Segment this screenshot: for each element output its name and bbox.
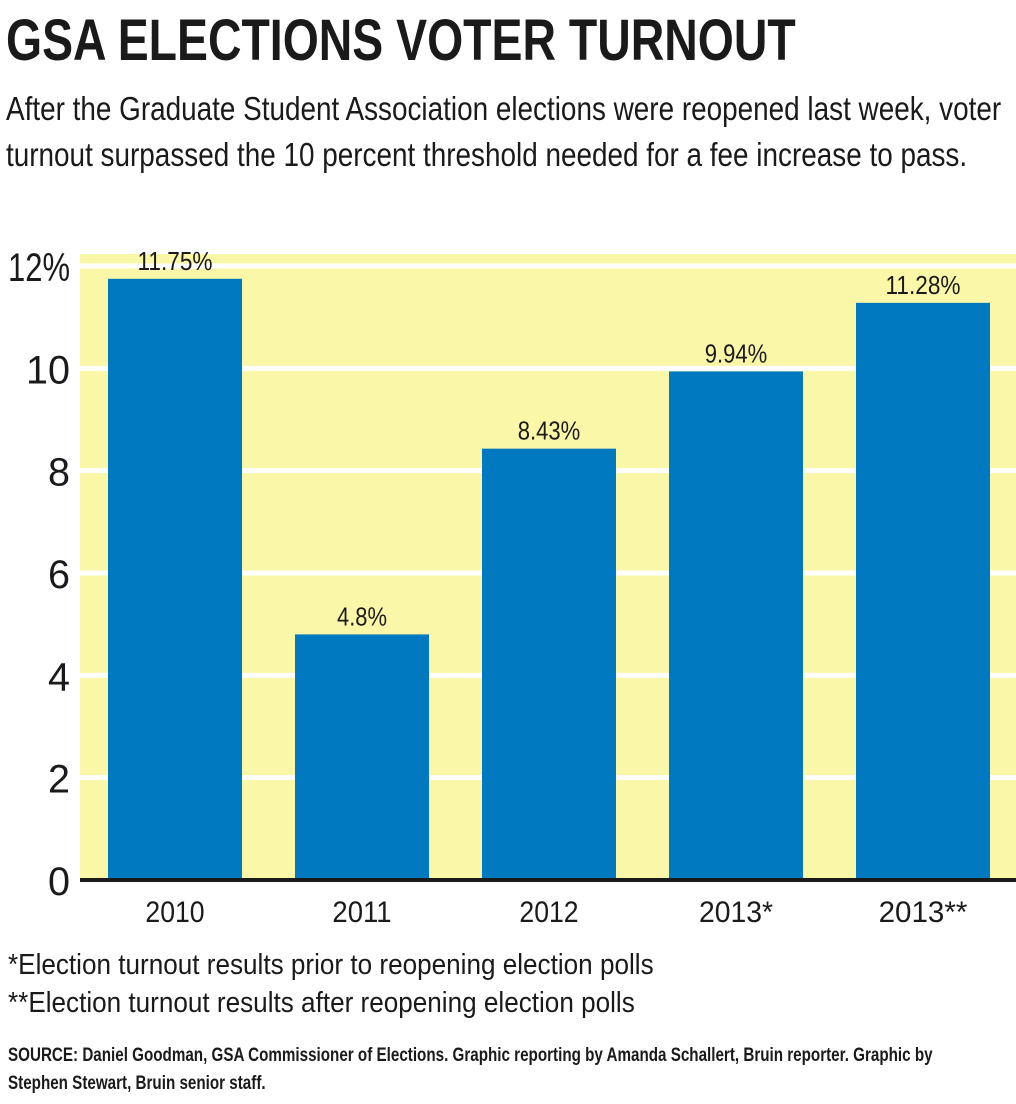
y-tick-label: 2 (48, 758, 70, 802)
bar (295, 634, 429, 880)
bar-chart: 0 2 4 6 8 10 12% 2010 2011 2012 2013* 2013** 11.75… (8, 246, 1016, 929)
bar (482, 448, 616, 880)
footnotes: *Election turnout results prior to reope… (8, 946, 725, 1022)
y-tick-label: 8 (48, 451, 70, 495)
y-axis-tick-labels: 0 2 4 6 8 10 12% (8, 246, 70, 904)
chart-title: GSA ELECTIONS VOTER TURNOUT (6, 8, 796, 73)
x-tick-label: 2010 (145, 896, 204, 929)
bar (856, 302, 990, 881)
data-label: 9.94% (705, 338, 768, 368)
bar (669, 371, 803, 880)
x-tick-label: 2013* (699, 896, 773, 929)
chart-subtitle: After the Graduate Student Association e… (6, 86, 1006, 178)
bar (108, 278, 242, 881)
data-label: 11.75% (138, 246, 213, 276)
footnote-after: **Election turnout results after reopeni… (8, 987, 635, 1019)
y-tick-label: 4 (48, 655, 70, 699)
data-label: 4.8% (337, 601, 387, 631)
source-credit-text: SOURCE: Daniel Goodman, GSA Commissioner… (8, 1045, 933, 1094)
bars (108, 278, 990, 881)
data-label: 11.28% (886, 270, 961, 300)
y-tick-label: 6 (48, 553, 70, 597)
x-tick-label: 2012 (519, 896, 578, 929)
x-tick-label: 2013** (879, 896, 968, 929)
x-axis-tick-labels: 2010 2011 2012 2013* 2013** (145, 896, 967, 929)
source-credit: SOURCE: Daniel Goodman, GSA Commissioner… (8, 1042, 1008, 1098)
y-tick-label: 0 (48, 860, 70, 904)
y-tick-label: 12% (8, 246, 70, 290)
x-tick-label: 2011 (332, 896, 391, 929)
y-tick-label: 10 (26, 348, 70, 392)
data-label: 8.43% (518, 416, 581, 446)
footnote-prior: *Election turnout results prior to reope… (8, 949, 654, 981)
data-labels: 11.75% 4.8% 8.43% 9.94% 11.28% (138, 246, 961, 632)
chart-subtitle-text: After the Graduate Student Association e… (6, 90, 1002, 173)
